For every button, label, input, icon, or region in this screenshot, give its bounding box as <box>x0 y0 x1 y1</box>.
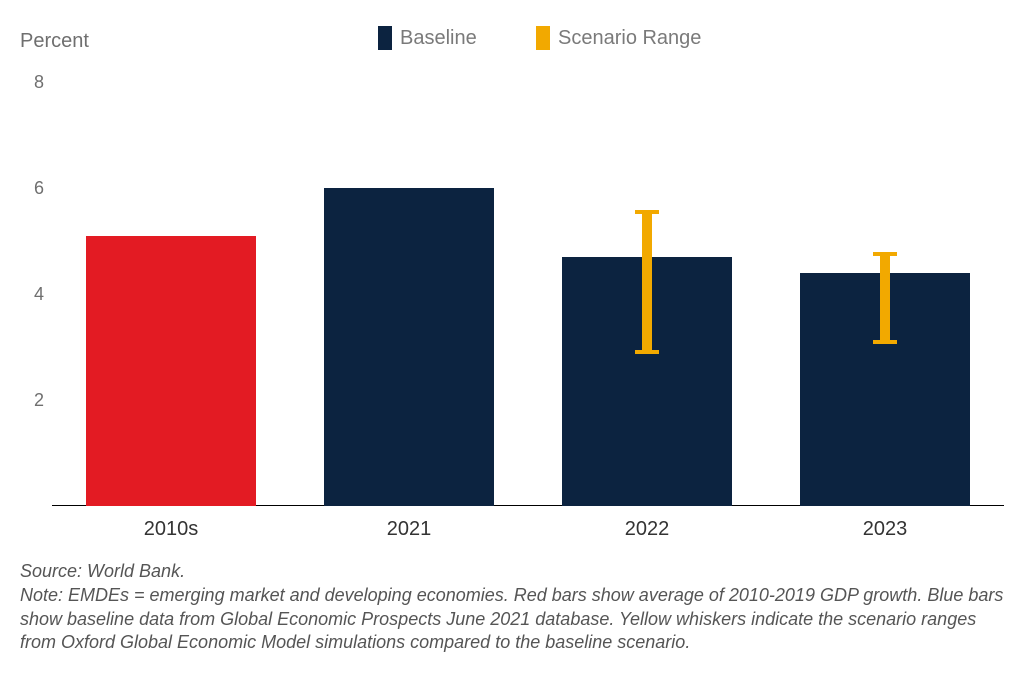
x-tick-label: 2021 <box>387 518 432 541</box>
footer-note: Note: EMDEs = emerging market and develo… <box>20 584 1004 655</box>
scenario-whisker-cap-high <box>873 252 897 256</box>
x-tick-label: 2023 <box>863 518 908 541</box>
legend-swatch-scenario <box>536 26 550 50</box>
chart-footer: Source: World Bank. Note: EMDEs = emergi… <box>20 560 1004 655</box>
y-tick-label: 6 <box>14 178 44 199</box>
legend-label-baseline: Baseline <box>400 27 477 50</box>
plot-area: 24682010s202120222023 <box>52 82 1004 506</box>
scenario-whisker-cap-low <box>873 340 897 344</box>
y-tick-label: 8 <box>14 72 44 93</box>
y-tick-label: 4 <box>14 284 44 305</box>
legend-item-scenario: Scenario Range <box>536 26 701 50</box>
scenario-whisker-cap-low <box>635 350 659 354</box>
legend-label-scenario: Scenario Range <box>558 27 701 50</box>
scenario-whisker-cap-high <box>635 210 659 214</box>
y-tick-label: 2 <box>14 390 44 411</box>
x-tick-label: 2010s <box>144 518 199 541</box>
chart-container: Percent Baseline Scenario Range 24682010… <box>0 0 1024 694</box>
footer-source: Source: World Bank. <box>20 560 1004 584</box>
scenario-whisker <box>880 254 890 341</box>
legend-item-baseline: Baseline <box>378 26 477 50</box>
legend-swatch-baseline <box>378 26 392 50</box>
bar-baseline <box>324 188 494 506</box>
bar-historical <box>86 236 256 506</box>
y-axis-title: Percent <box>20 30 89 53</box>
x-tick-label: 2022 <box>625 518 670 541</box>
scenario-whisker <box>642 212 652 352</box>
